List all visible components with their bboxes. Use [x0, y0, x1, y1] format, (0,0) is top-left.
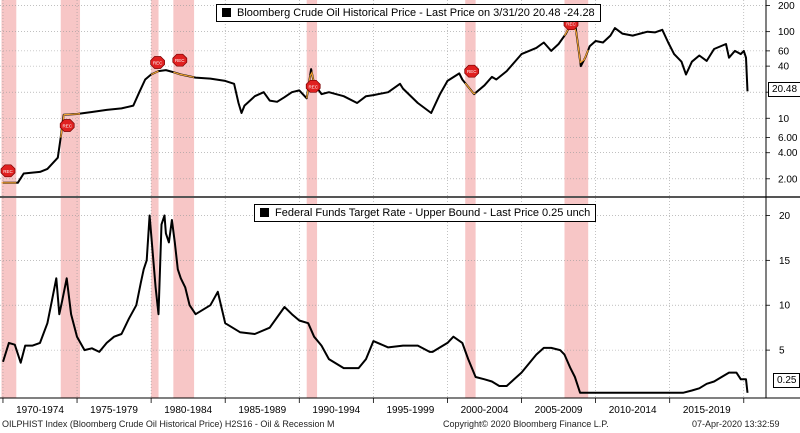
recession-marker-label: REC — [467, 69, 477, 74]
fed-y-tick-label: 5 — [779, 346, 785, 357]
recession-marker-shape — [0, 164, 16, 178]
recession-marker-label: REC — [153, 61, 163, 66]
recession-marker-shape — [150, 56, 165, 69]
recession-bands — [1, 0, 589, 398]
recession-band — [564, 0, 589, 398]
recession-marker-shape — [464, 64, 480, 78]
top-legend: Bloomberg Crude Oil Historical Price - L… — [216, 4, 601, 22]
recession-marker-label: REC — [308, 84, 318, 89]
x-tick-label: 1975-1979 — [90, 405, 138, 416]
x-tick-label: 1985-1989 — [238, 405, 286, 416]
recession-band — [60, 0, 81, 398]
recession-markers: REC REC REC REC REC REC REC — [0, 17, 579, 178]
oil-y-tick-label: 60 — [778, 46, 790, 57]
oil-y-tick-label: 200 — [778, 1, 795, 12]
recession-marker-label: REC — [62, 124, 72, 129]
recession-marker-shape — [305, 79, 321, 93]
fed-y-tick-label: 15 — [779, 256, 791, 267]
oil-recession-accent — [60, 113, 81, 138]
x-tick-label: 1980-1984 — [164, 405, 212, 416]
recession-band — [306, 0, 318, 398]
footer-copyright: Copyright© 2020 Bloomberg Finance L.P. — [443, 419, 609, 429]
x-tick-label: 2010-2014 — [609, 405, 657, 416]
oil-recession-accent — [464, 82, 476, 95]
recession-marker-icon: REC — [305, 79, 321, 93]
recession-marker-icon: REC — [172, 53, 188, 67]
x-tick-label: 2000-2004 — [461, 405, 509, 416]
x-tick-label: 1970-1974 — [16, 405, 64, 416]
recession-marker-label: REC — [566, 22, 576, 27]
oil-y-tick-label: 100 — [778, 27, 795, 38]
recession-band — [465, 0, 476, 398]
oil-last-price-tag: 20.48 — [768, 82, 800, 97]
fed-y-tick-label: 10 — [779, 301, 791, 312]
recession-marker-icon: REC — [464, 64, 480, 78]
oil-recession-accent — [150, 70, 159, 76]
top-legend-text: Bloomberg Crude Oil Historical Price - L… — [237, 7, 595, 19]
recession-marker-shape — [172, 53, 188, 67]
fed-y-tick-label: 20 — [779, 211, 791, 222]
fed-last-price-tag: 0.25 — [773, 373, 800, 388]
oil-y-tick-label: 10 — [778, 114, 790, 125]
oil-y-tick-label: 6.00 — [778, 133, 798, 144]
oil-price-line — [3, 18, 749, 184]
recession-band — [1, 0, 17, 398]
oil-recession-accent — [173, 71, 195, 78]
oil-y-tick-label: 2.00 — [778, 174, 798, 185]
bottom-legend-text: Federal Funds Target Rate - Upper Bound … — [275, 207, 591, 219]
x-tick-label: 2005-2009 — [535, 405, 583, 416]
bottom-legend: Federal Funds Target Rate - Upper Bound … — [254, 204, 597, 222]
footer-timestamp: 07-Apr-2020 13:32:59 — [692, 419, 780, 429]
recession-marker-icon: REC — [59, 119, 75, 132]
x-tick-label: 2015-2019 — [683, 405, 731, 416]
footer-source: OILPHIST Index (Bloomberg Crude Oil Hist… — [2, 419, 335, 429]
recession-marker-shape — [59, 119, 75, 132]
recession-marker-label: REC — [175, 58, 185, 63]
legend-swatch-oil — [222, 8, 231, 17]
x-tick-label: 1990-1994 — [312, 405, 360, 416]
legend-swatch-fed — [260, 208, 269, 217]
grid-lines — [0, 0, 766, 398]
recession-band — [151, 0, 159, 398]
fed-funds-line — [2, 214, 749, 394]
oil-y-tick-label: 4.00 — [778, 148, 798, 159]
x-tick-label: 1995-1999 — [386, 405, 434, 416]
recession-marker-label: REC — [3, 169, 13, 174]
recession-marker-icon: REC — [150, 56, 165, 69]
recession-marker-icon: REC — [0, 164, 16, 178]
oil-y-tick-label: 40 — [778, 62, 790, 73]
